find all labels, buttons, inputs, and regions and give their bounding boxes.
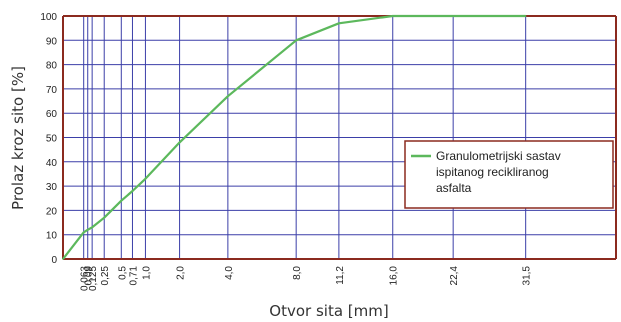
y-tick-label: 80 [46,61,58,72]
data-point [87,229,89,231]
data-point [525,15,527,17]
data-point [132,190,134,192]
data-point [392,15,394,17]
x-tick-label: 0,5 [117,266,128,280]
y-tick-label: 60 [46,109,58,120]
y-tick-label: 40 [46,158,58,169]
data-point [338,22,340,24]
y-tick-label: 70 [46,85,58,96]
data-point [62,258,64,260]
x-tick-label: 2,0 [176,266,187,280]
x-tick-label: 4,0 [224,266,235,280]
data-point [91,227,93,229]
y-tick-label: 90 [46,36,58,47]
y-tick-label: 20 [46,206,58,217]
y-axis-label: Prolaz kroz sito [%] [9,66,27,210]
y-tick-labels: 0 10 20 30 40 50 60 70 80 90 100 [40,12,57,266]
data-point [179,142,181,144]
x-tick-label: 31,5 [522,266,533,286]
x-tick-label: 22,4 [449,266,460,286]
grid [63,16,616,259]
y-tick-label: 100 [40,12,57,23]
x-axis-label: Otvor sita [mm] [269,302,388,320]
y-tick-label: 10 [46,231,58,242]
y-tick-label: 0 [51,255,57,266]
data-point [145,178,147,180]
y-tick-label: 30 [46,182,58,193]
data-point [83,231,85,233]
data-point [120,200,122,202]
x-tick-label: 1,0 [141,266,152,280]
x-tick-label: 8,0 [292,266,303,280]
data-point [227,95,229,97]
data-point [295,40,297,42]
y-tick-label: 50 [46,134,58,145]
x-tick-label: 0,71 [128,266,139,286]
x-tick-label: 16,0 [389,266,400,286]
data-point [452,15,454,17]
x-tick-label: 0,125 [88,266,99,291]
legend: Granulometrijski sastav ispitanog recikl… [405,141,613,208]
x-tick-label: 11,2 [335,266,346,285]
data-point [103,217,105,219]
x-tick-label: 0,25 [100,266,111,286]
